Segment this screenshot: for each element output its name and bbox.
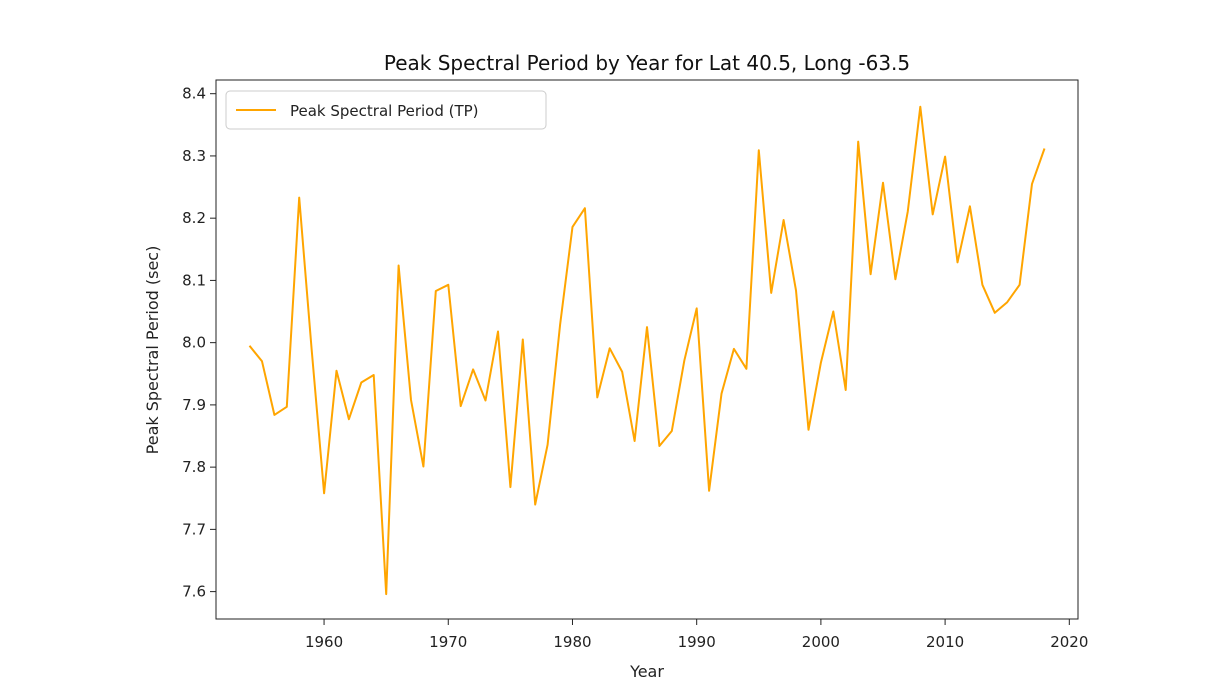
x-tick-label: 1960 bbox=[305, 633, 343, 651]
legend-box bbox=[225, 90, 547, 130]
y-tick-label: 8.0 bbox=[182, 334, 206, 352]
legend: Peak Spectral Period (TP) bbox=[225, 90, 547, 130]
y-tick-label: 7.7 bbox=[182, 520, 206, 538]
x-axis-title: Year bbox=[629, 662, 664, 681]
chart-title: Peak Spectral Period by Year for Lat 40.… bbox=[384, 51, 910, 75]
y-axis-title: Peak Spectral Period (sec) bbox=[143, 246, 162, 455]
x-axis: 1960 1970 1980 1990 2000 2010 2020 bbox=[305, 619, 1088, 651]
y-tick-label: 7.8 bbox=[182, 458, 206, 476]
legend-label: Peak Spectral Period (TP) bbox=[290, 102, 479, 120]
x-tick-label: 1990 bbox=[678, 633, 716, 651]
x-tick-label: 1980 bbox=[553, 633, 591, 651]
y-tick-label: 8.3 bbox=[182, 147, 206, 165]
y-tick-label: 8.2 bbox=[182, 209, 206, 227]
y-tick-label: 8.4 bbox=[182, 85, 206, 103]
y-tick-label: 7.6 bbox=[182, 583, 206, 601]
y-tick-label: 7.9 bbox=[182, 396, 206, 414]
x-tick-label: 2010 bbox=[926, 633, 964, 651]
x-tick-label: 2000 bbox=[802, 633, 840, 651]
y-tick-label: 8.1 bbox=[182, 271, 206, 289]
y-axis: 7.6 7.7 7.8 7.9 8.0 8.1 8.2 8.3 8.4 bbox=[182, 85, 216, 601]
plot-area bbox=[215, 79, 1079, 620]
x-tick-label: 1970 bbox=[429, 633, 467, 651]
series-line-peak-spectral-period bbox=[248, 105, 1046, 596]
x-tick-label: 2020 bbox=[1050, 633, 1088, 651]
